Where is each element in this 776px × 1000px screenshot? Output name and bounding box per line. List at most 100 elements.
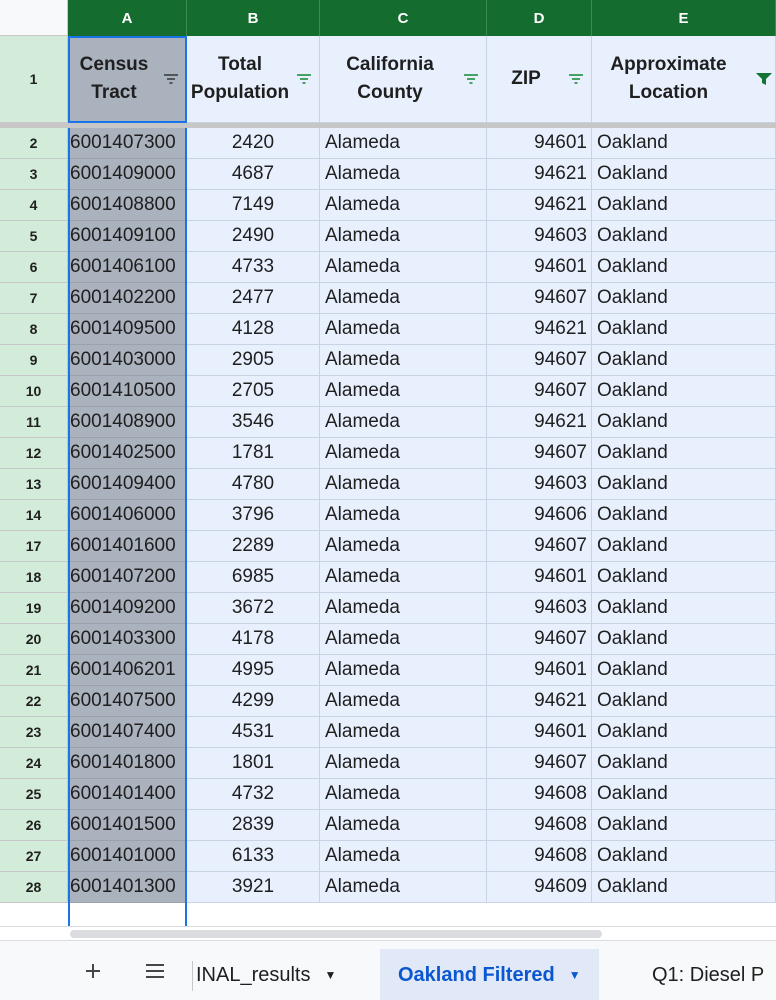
row-number[interactable]: 21 bbox=[0, 655, 68, 686]
cell-approximate-location[interactable]: Oakland bbox=[592, 872, 776, 903]
row-number[interactable]: 24 bbox=[0, 748, 68, 779]
cell-california-county[interactable]: Alameda bbox=[320, 686, 487, 717]
cell-approximate-location[interactable]: Oakland bbox=[592, 345, 776, 376]
cell-total-population[interactable]: 3672 bbox=[187, 593, 320, 624]
row-number[interactable]: 27 bbox=[0, 841, 68, 872]
cell-zip[interactable]: 94607 bbox=[487, 345, 592, 376]
cell-california-county[interactable]: Alameda bbox=[320, 159, 487, 190]
tab-oakland-filtered[interactable]: Oakland Filtered ▼ bbox=[380, 949, 599, 1000]
row-number[interactable]: 2 bbox=[0, 128, 68, 159]
row-number[interactable]: 1 bbox=[0, 36, 68, 123]
cell-zip[interactable]: 94609 bbox=[487, 872, 592, 903]
cell-approximate-location[interactable]: Oakland bbox=[592, 562, 776, 593]
cell-census-tract[interactable]: 6001409400 bbox=[68, 469, 187, 500]
row-number[interactable]: 11 bbox=[0, 407, 68, 438]
cell-census-tract[interactable]: 6001401400 bbox=[68, 779, 187, 810]
cell-census-tract[interactable]: 6001407300 bbox=[68, 128, 187, 159]
cell-total-population[interactable]: 3546 bbox=[187, 407, 320, 438]
cell-total-population[interactable]: 4995 bbox=[187, 655, 320, 686]
cell-approximate-location[interactable]: Oakland bbox=[592, 438, 776, 469]
cell-approximate-location[interactable]: Oakland bbox=[592, 376, 776, 407]
filter-icon[interactable] bbox=[567, 72, 585, 86]
cell-total-population[interactable]: 2705 bbox=[187, 376, 320, 407]
row-number[interactable]: 19 bbox=[0, 593, 68, 624]
cell-total-population[interactable]: 1781 bbox=[187, 438, 320, 469]
cell-census-tract[interactable]: 6001403300 bbox=[68, 624, 187, 655]
cell-zip[interactable]: 94608 bbox=[487, 810, 592, 841]
cell-census-tract[interactable]: 6001406201 bbox=[68, 655, 187, 686]
row-number[interactable]: 5 bbox=[0, 221, 68, 252]
cell-zip[interactable]: 94607 bbox=[487, 748, 592, 779]
cell-approximate-location[interactable]: Oakland bbox=[592, 717, 776, 748]
cell-zip[interactable]: 94621 bbox=[487, 314, 592, 345]
cell-california-county[interactable]: Alameda bbox=[320, 469, 487, 500]
row-number[interactable]: 23 bbox=[0, 717, 68, 748]
tab-q1-diesel[interactable]: Q1: Diesel P bbox=[652, 949, 764, 1000]
row-number[interactable]: 6 bbox=[0, 252, 68, 283]
cell-zip[interactable]: 94601 bbox=[487, 128, 592, 159]
cell-california-county[interactable]: Alameda bbox=[320, 376, 487, 407]
cell-census-tract[interactable]: 6001402500 bbox=[68, 438, 187, 469]
row-number[interactable]: 14 bbox=[0, 500, 68, 531]
select-all-corner[interactable] bbox=[0, 0, 68, 36]
cell-census-tract[interactable]: 6001407500 bbox=[68, 686, 187, 717]
cell-approximate-location[interactable]: Oakland bbox=[592, 841, 776, 872]
cell-total-population[interactable]: 3796 bbox=[187, 500, 320, 531]
cell-zip[interactable]: 94621 bbox=[487, 407, 592, 438]
cell-total-population[interactable]: 7149 bbox=[187, 190, 320, 221]
spreadsheet-grid[interactable]: A B C D E 1 Census Tract Total Populatio… bbox=[0, 0, 776, 940]
cell-zip[interactable]: 94603 bbox=[487, 221, 592, 252]
cell-zip[interactable]: 94621 bbox=[487, 686, 592, 717]
column-header-e[interactable]: E bbox=[592, 0, 776, 36]
cell-california-county[interactable]: Alameda bbox=[320, 407, 487, 438]
cell-california-county[interactable]: Alameda bbox=[320, 655, 487, 686]
cell-approximate-location[interactable]: Oakland bbox=[592, 190, 776, 221]
column-header-a[interactable]: A bbox=[68, 0, 187, 36]
cell-approximate-location[interactable]: Oakland bbox=[592, 748, 776, 779]
filter-icon[interactable] bbox=[295, 72, 313, 86]
cell-census-tract[interactable]: 6001409500 bbox=[68, 314, 187, 345]
cell-census-tract[interactable]: 6001401800 bbox=[68, 748, 187, 779]
cell-census-tract[interactable]: 6001406100 bbox=[68, 252, 187, 283]
cell-approximate-location[interactable]: Oakland bbox=[592, 159, 776, 190]
filter-active-icon[interactable] bbox=[755, 72, 773, 86]
cell-approximate-location[interactable]: Oakland bbox=[592, 531, 776, 562]
header-cell-total-population[interactable]: Total Population bbox=[187, 36, 320, 123]
header-cell-approximate-location[interactable]: Approximate Location bbox=[592, 36, 776, 123]
caret-down-icon[interactable]: ▼ bbox=[568, 968, 581, 982]
cell-approximate-location[interactable]: Oakland bbox=[592, 810, 776, 841]
cell-total-population[interactable]: 4733 bbox=[187, 252, 320, 283]
cell-total-population[interactable]: 4687 bbox=[187, 159, 320, 190]
cell-california-county[interactable]: Alameda bbox=[320, 872, 487, 903]
cell-approximate-location[interactable]: Oakland bbox=[592, 314, 776, 345]
row-number[interactable]: 7 bbox=[0, 283, 68, 314]
horizontal-scrollbar[interactable] bbox=[0, 926, 776, 940]
caret-down-icon[interactable]: ▼ bbox=[324, 968, 337, 982]
cell-total-population[interactable]: 2839 bbox=[187, 810, 320, 841]
cell-california-county[interactable]: Alameda bbox=[320, 345, 487, 376]
cell-california-county[interactable]: Alameda bbox=[320, 531, 487, 562]
cell-census-tract[interactable]: 6001403000 bbox=[68, 345, 187, 376]
cell-total-population[interactable]: 1801 bbox=[187, 748, 320, 779]
cell-zip[interactable]: 94607 bbox=[487, 531, 592, 562]
row-number[interactable]: 17 bbox=[0, 531, 68, 562]
header-cell-census-tract[interactable]: Census Tract bbox=[68, 36, 187, 123]
cell-total-population[interactable]: 4732 bbox=[187, 779, 320, 810]
cell-zip[interactable]: 94601 bbox=[487, 717, 592, 748]
cell-census-tract[interactable]: 6001401600 bbox=[68, 531, 187, 562]
cell-total-population[interactable]: 2420 bbox=[187, 128, 320, 159]
cell-census-tract[interactable]: 6001409000 bbox=[68, 159, 187, 190]
cell-census-tract[interactable]: 6001408800 bbox=[68, 190, 187, 221]
cell-zip[interactable]: 94621 bbox=[487, 159, 592, 190]
column-header-b[interactable]: B bbox=[187, 0, 320, 36]
cell-total-population[interactable]: 2490 bbox=[187, 221, 320, 252]
cell-approximate-location[interactable]: Oakland bbox=[592, 655, 776, 686]
row-number[interactable]: 4 bbox=[0, 190, 68, 221]
cell-california-county[interactable]: Alameda bbox=[320, 500, 487, 531]
cell-approximate-location[interactable]: Oakland bbox=[592, 407, 776, 438]
cell-zip[interactable]: 94608 bbox=[487, 779, 592, 810]
cell-california-county[interactable]: Alameda bbox=[320, 221, 487, 252]
cell-census-tract[interactable]: 6001401500 bbox=[68, 810, 187, 841]
cell-approximate-location[interactable]: Oakland bbox=[592, 624, 776, 655]
cell-census-tract[interactable]: 6001408900 bbox=[68, 407, 187, 438]
